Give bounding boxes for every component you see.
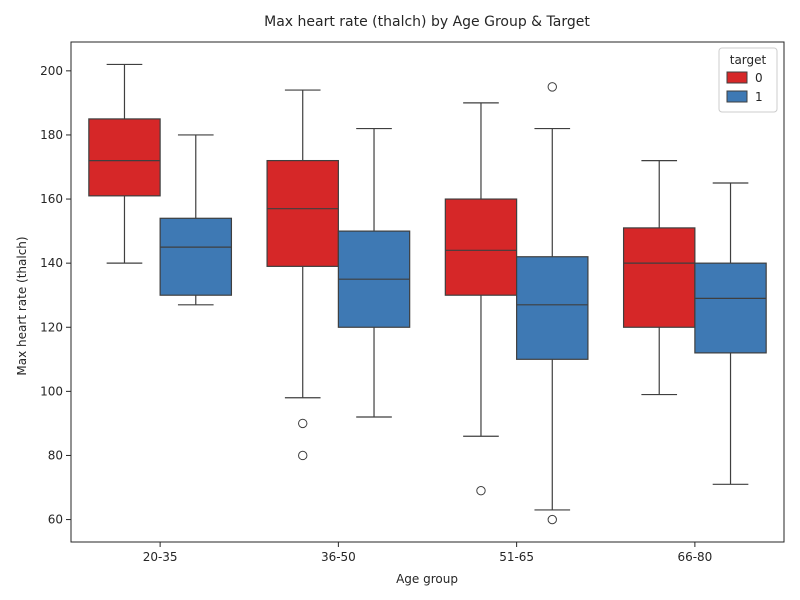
box-iqr xyxy=(159,217,233,296)
outlier-point xyxy=(298,450,308,461)
legend-entry-label: 1 xyxy=(755,90,763,104)
x-axis-title: Age group xyxy=(396,572,458,586)
plot-area xyxy=(88,63,767,525)
legend-swatch xyxy=(726,90,748,103)
box-51-65-target-0 xyxy=(444,102,518,496)
box-iqr xyxy=(444,198,518,296)
x-tick-label: 36-50 xyxy=(321,550,356,564)
legend: target 0 1 xyxy=(718,47,778,113)
y-tick-label: 140 xyxy=(40,256,63,270)
y-tick-label: 60 xyxy=(48,513,63,527)
x-tick-label: 20-35 xyxy=(143,550,178,564)
y-axis-title: Max heart rate (thalch) xyxy=(15,236,29,375)
chart-title: Max heart rate (thalch) by Age Group & T… xyxy=(264,14,590,30)
plot-frame xyxy=(70,41,785,543)
x-tick-label: 51-65 xyxy=(499,550,534,564)
y-tick-label: 180 xyxy=(40,128,63,142)
box-66-80-target-1 xyxy=(694,182,767,485)
box-51-65-target-1 xyxy=(516,82,589,525)
box-iqr xyxy=(266,159,339,267)
y-tick-label: 200 xyxy=(40,64,63,78)
legend-swatch xyxy=(726,71,748,84)
box-66-80-target-0 xyxy=(622,159,696,396)
box-20-35-target-0 xyxy=(88,63,161,264)
outlier-point xyxy=(547,514,557,525)
box-36-50-target-1 xyxy=(337,127,411,418)
y-tick-label: 120 xyxy=(40,320,63,334)
y-tick-label: 100 xyxy=(40,384,63,398)
outlier-point xyxy=(547,82,557,92)
box-36-50-target-0 xyxy=(266,89,339,461)
x-tick-label: 66-80 xyxy=(677,550,712,564)
box-20-35-target-1 xyxy=(159,134,233,306)
box-iqr xyxy=(516,256,589,360)
box-iqr xyxy=(622,227,696,328)
legend-entry-label: 0 xyxy=(755,71,763,85)
outlier-point xyxy=(476,486,486,496)
y-tick-label: 80 xyxy=(48,448,63,462)
outlier-point xyxy=(298,418,308,429)
axes: 60 80 100 120 140 160 180 200 20-35 36-50 51-65 66-… xyxy=(40,41,785,564)
legend-title: target xyxy=(730,53,767,67)
y-tick-label: 160 xyxy=(40,192,63,206)
box-iqr xyxy=(88,118,161,197)
box-iqr xyxy=(694,262,767,354)
